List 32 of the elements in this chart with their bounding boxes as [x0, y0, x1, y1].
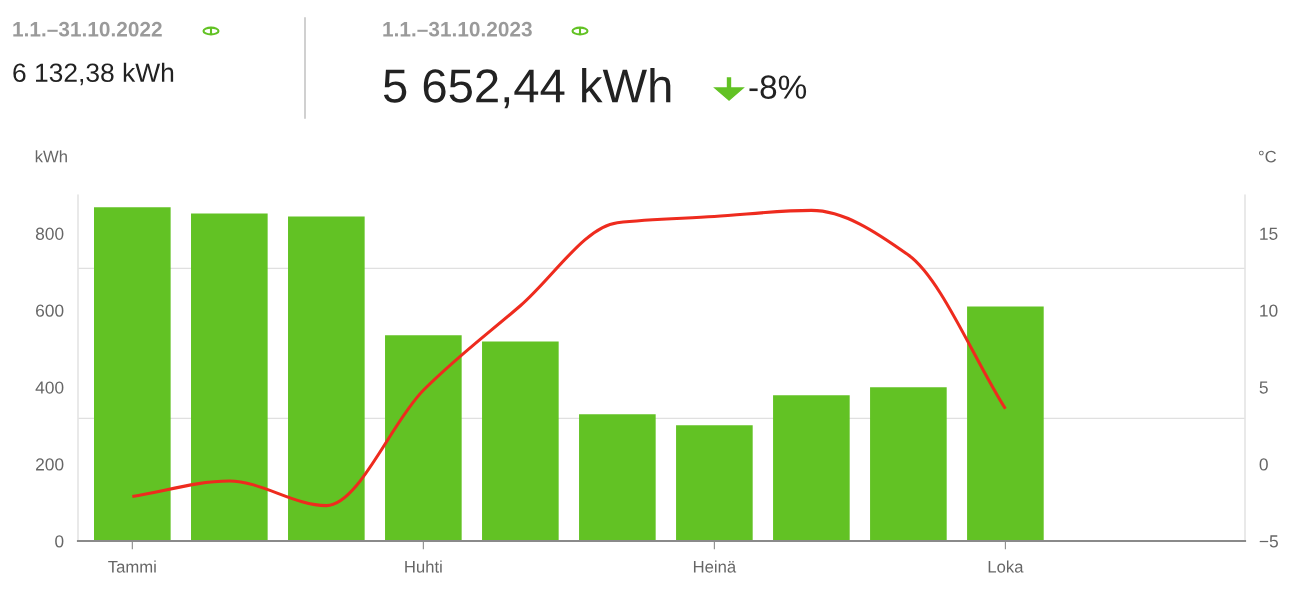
text: 1.1.–31.10.2023 — [383, 21, 532, 37]
bar — [385, 335, 462, 541]
x-tick-label: Loka — [988, 560, 1024, 573]
bar — [773, 395, 850, 541]
bar — [870, 387, 947, 541]
bar — [967, 306, 1044, 541]
y-tick-label: 600 — [36, 304, 64, 317]
bar — [482, 341, 559, 541]
y-tick-label: 200 — [36, 458, 64, 471]
y-tick-label: 0 — [55, 535, 64, 548]
text: 6 132,38 kWh — [13, 62, 174, 86]
x-tick-label: Heinä — [693, 560, 737, 573]
bar — [191, 213, 268, 541]
y2-tick-label: −5 — [1259, 535, 1278, 548]
y2-tick-label: 10 — [1260, 304, 1278, 317]
line-series — [130, 208, 1007, 508]
y2-tick-label: 15 — [1260, 227, 1278, 240]
x-tick-label: Tammi — [108, 560, 156, 573]
y2-tick-label: 0 — [1259, 458, 1268, 471]
text: 1.1.–31.10.2022 — [13, 21, 162, 37]
text: -8% — [749, 75, 807, 99]
x-tick-label: Huhti — [405, 560, 442, 573]
bar — [579, 414, 656, 541]
y2-axis-title: °C — [1258, 150, 1277, 163]
y2-tick-label: 5 — [1259, 381, 1268, 394]
text: 5 652,44 kWh — [383, 67, 671, 109]
y-tick-label: 800 — [35, 227, 64, 240]
y-tick-label: 400 — [35, 381, 64, 394]
bar — [676, 425, 753, 541]
bar — [288, 216, 365, 541]
y-axis-title: kWh — [35, 150, 67, 163]
bar — [94, 207, 171, 541]
